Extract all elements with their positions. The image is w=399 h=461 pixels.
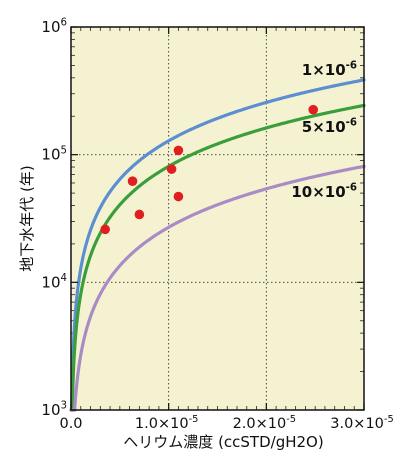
data-point <box>173 191 184 202</box>
y-tick-label: 105 <box>41 145 67 163</box>
grid-lines <box>71 27 364 410</box>
data-point <box>134 209 145 220</box>
plot-frame <box>70 26 365 411</box>
x-tick-label: 3.0×10-5 <box>330 414 394 432</box>
series-line-2 <box>69 103 366 412</box>
series-label-1: 1×10-6 <box>302 61 357 79</box>
data-points <box>100 104 319 235</box>
series-line-3 <box>69 164 366 412</box>
y-tick-label: 104 <box>41 273 67 291</box>
y-axis-title: 地下水年代 (年) <box>18 165 36 271</box>
x-tick-label: 1.0×10-5 <box>135 414 199 432</box>
data-point <box>127 176 138 186</box>
x-axis-title: ヘリウム濃度 (ccSTD/gH2O) <box>123 433 323 451</box>
series-line-1 <box>69 78 366 412</box>
x-tick-label: 0.0 <box>59 416 82 432</box>
data-point <box>166 164 177 174</box>
x-tick-label: 2.0×10-5 <box>233 414 297 432</box>
data-point <box>173 145 184 156</box>
data-point <box>100 224 110 235</box>
plot-background <box>71 27 364 410</box>
y-tick-label: 103 <box>41 401 67 419</box>
series-label-2: 5×10-6 <box>302 118 357 136</box>
y-tick-label: 106 <box>41 18 67 36</box>
data-point <box>308 104 319 115</box>
series-label-3: 10×10-6 <box>291 183 357 201</box>
